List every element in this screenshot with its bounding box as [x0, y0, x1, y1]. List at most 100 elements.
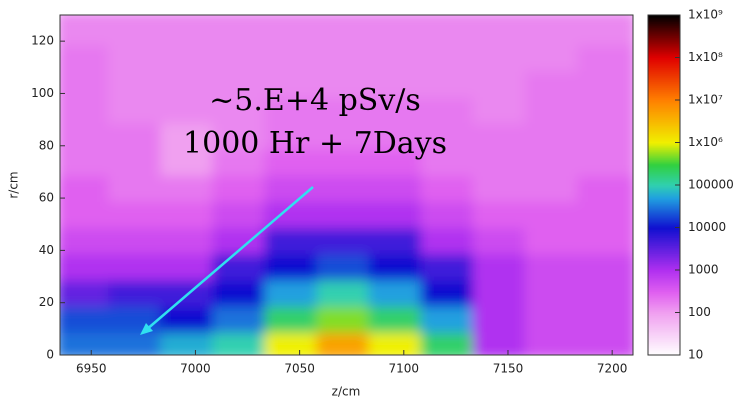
colorbar-step [648, 147, 680, 150]
x-tick-label: 6950 [76, 362, 107, 376]
colorbar-step [648, 93, 680, 96]
colorbar-step [648, 85, 680, 88]
colorbar-step [648, 173, 680, 176]
colorbar-step [648, 15, 680, 18]
colorbar-step [648, 325, 680, 328]
colorbar-step [648, 119, 680, 122]
annotation: ~5.E+4 pSv/s [209, 83, 421, 118]
y-tick-label: 20 [39, 295, 54, 309]
colorbar-step [648, 321, 680, 324]
colorbar-step [648, 137, 680, 140]
colorbar-step [648, 29, 680, 32]
colorbar-step [648, 309, 680, 312]
colorbar-step [648, 159, 680, 162]
colorbar-step [648, 117, 680, 120]
colorbar-step [648, 277, 680, 280]
colorbar-step [648, 323, 680, 326]
colorbar-step [648, 125, 680, 128]
colorbar-step [648, 165, 680, 168]
colorbar-step [648, 115, 680, 118]
y-tick-label: 60 [39, 191, 54, 205]
annotation: 1000 Hr + 7Days [183, 126, 447, 161]
colorbar-step [648, 47, 680, 50]
colorbar-step [648, 223, 680, 226]
heatmap-cell [212, 15, 273, 46]
colorbar-step [648, 97, 680, 100]
colorbar-step [648, 353, 680, 356]
colorbar-step [648, 261, 680, 264]
colorbar-step [648, 79, 680, 82]
colorbar-step [648, 263, 680, 266]
colorbar-step [648, 205, 680, 208]
colorbar: 10 100 1000 10000 100000 1x10⁶ 1x10⁷ 1x10⁸ 1x10⁹ [647, 8, 734, 362]
colorbar-step [648, 333, 680, 336]
x-axis-label: z/cm [332, 385, 361, 399]
colorbar-step [648, 87, 680, 90]
colorbar-step [648, 351, 680, 354]
colorbar-step [648, 251, 680, 254]
y-tick-label: 100 [31, 86, 54, 100]
plot-frame [59, 14, 634, 356]
x-tick-label: 7100 [389, 362, 420, 376]
colorbar-step [648, 33, 680, 36]
colorbar-tick-label: 1x10⁷ [688, 93, 723, 107]
colorbar-step [648, 339, 680, 342]
colorbar-step [648, 105, 680, 108]
heatmap-cell [524, 15, 585, 46]
colorbar-tick-label: 1x10⁶ [688, 135, 723, 149]
colorbar-step [648, 213, 680, 216]
colorbar-step [648, 301, 680, 304]
colorbar-step [648, 127, 680, 130]
colorbar-step [648, 71, 680, 74]
colorbar-step [648, 193, 680, 196]
colorbar-step [648, 259, 680, 262]
colorbar-step [648, 195, 680, 198]
colorbar-step [648, 167, 680, 170]
colorbar-step [648, 139, 680, 142]
colorbar-step [648, 291, 680, 294]
colorbar-step [648, 131, 680, 134]
colorbar-step [648, 177, 680, 180]
colorbar-step [648, 103, 680, 106]
arrow-head [140, 323, 153, 335]
colorbar-step [648, 153, 680, 156]
colorbar-step [648, 269, 680, 272]
colorbar-step [648, 227, 680, 230]
colorbar-step [648, 245, 680, 248]
colorbar-step [648, 123, 680, 126]
colorbar-step [648, 267, 680, 270]
colorbar-step [648, 299, 680, 302]
colorbar-step [648, 231, 680, 234]
colorbar-step [648, 83, 680, 86]
colorbar-step [648, 183, 680, 186]
colorbar-step [648, 133, 680, 136]
colorbar-step [648, 181, 680, 184]
colorbar-step [648, 63, 680, 66]
y-tick-label: 40 [39, 243, 54, 257]
colorbar-step [648, 135, 680, 138]
colorbar-step [648, 81, 680, 84]
colorbar-step [648, 25, 680, 28]
colorbar-step [648, 327, 680, 330]
colorbar-step [648, 187, 680, 190]
colorbar-step [648, 197, 680, 200]
colorbar-step [648, 149, 680, 152]
colorbar-step [648, 255, 680, 258]
x-tick-label: 7000 [180, 362, 211, 376]
colorbar-step [648, 129, 680, 132]
y-tick-label: 120 [31, 34, 54, 48]
colorbar-step [648, 163, 680, 166]
colorbar-step [648, 109, 680, 112]
colorbar-step [648, 265, 680, 268]
colorbar-step [648, 271, 680, 274]
colorbar-step [648, 229, 680, 232]
colorbar-step [648, 243, 680, 246]
colorbar-step [648, 43, 680, 46]
colorbar-step [648, 239, 680, 242]
colorbar-step [648, 151, 680, 154]
colorbar-step [648, 111, 680, 114]
heatmap-cell [160, 15, 221, 46]
heatmap-cell [368, 15, 429, 46]
colorbar-step [648, 121, 680, 124]
colorbar-step [648, 249, 680, 252]
